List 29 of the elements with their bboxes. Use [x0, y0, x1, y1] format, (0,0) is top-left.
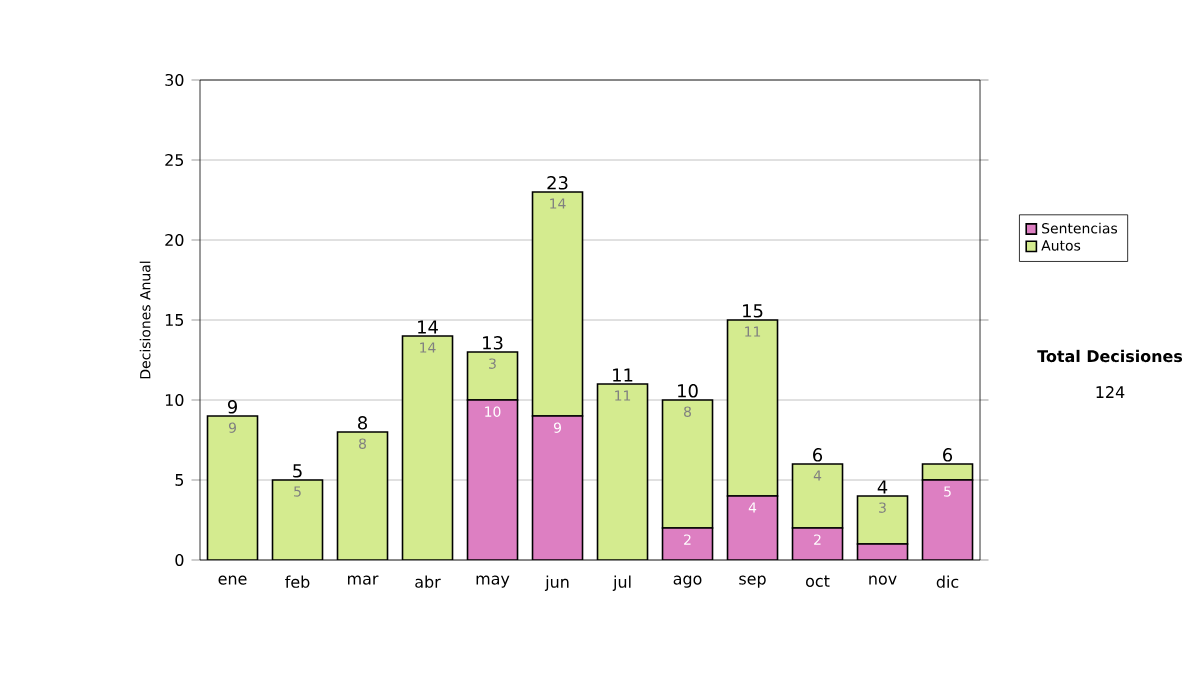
bar [792, 528, 843, 560]
bar [207, 416, 258, 560]
total-label: 15 [743, 304, 763, 318]
total-label: 6 [813, 448, 823, 462]
bar [856, 495, 909, 545]
bar [467, 400, 518, 560]
bar [402, 336, 453, 560]
bar [661, 399, 714, 529]
total-label: 11 [613, 368, 633, 382]
bar [727, 496, 778, 560]
total-label: 13 [483, 336, 503, 350]
bar [597, 384, 648, 560]
total-label: 14 [418, 320, 438, 334]
total-label: 10 [678, 384, 698, 398]
total-label: 23 [547, 176, 568, 190]
total-label: 8 [358, 416, 367, 430]
bar [791, 463, 844, 529]
bar [337, 432, 388, 560]
bar [921, 479, 974, 560]
bar [726, 319, 779, 497]
total-label: 4 [877, 480, 888, 494]
bar [466, 351, 519, 401]
bar [532, 416, 583, 560]
total-label: 9 [227, 400, 237, 414]
total-label: 6 [943, 448, 953, 462]
total-label: 5 [293, 464, 302, 478]
bar [662, 528, 713, 560]
bar [531, 191, 584, 417]
bar [272, 480, 323, 560]
